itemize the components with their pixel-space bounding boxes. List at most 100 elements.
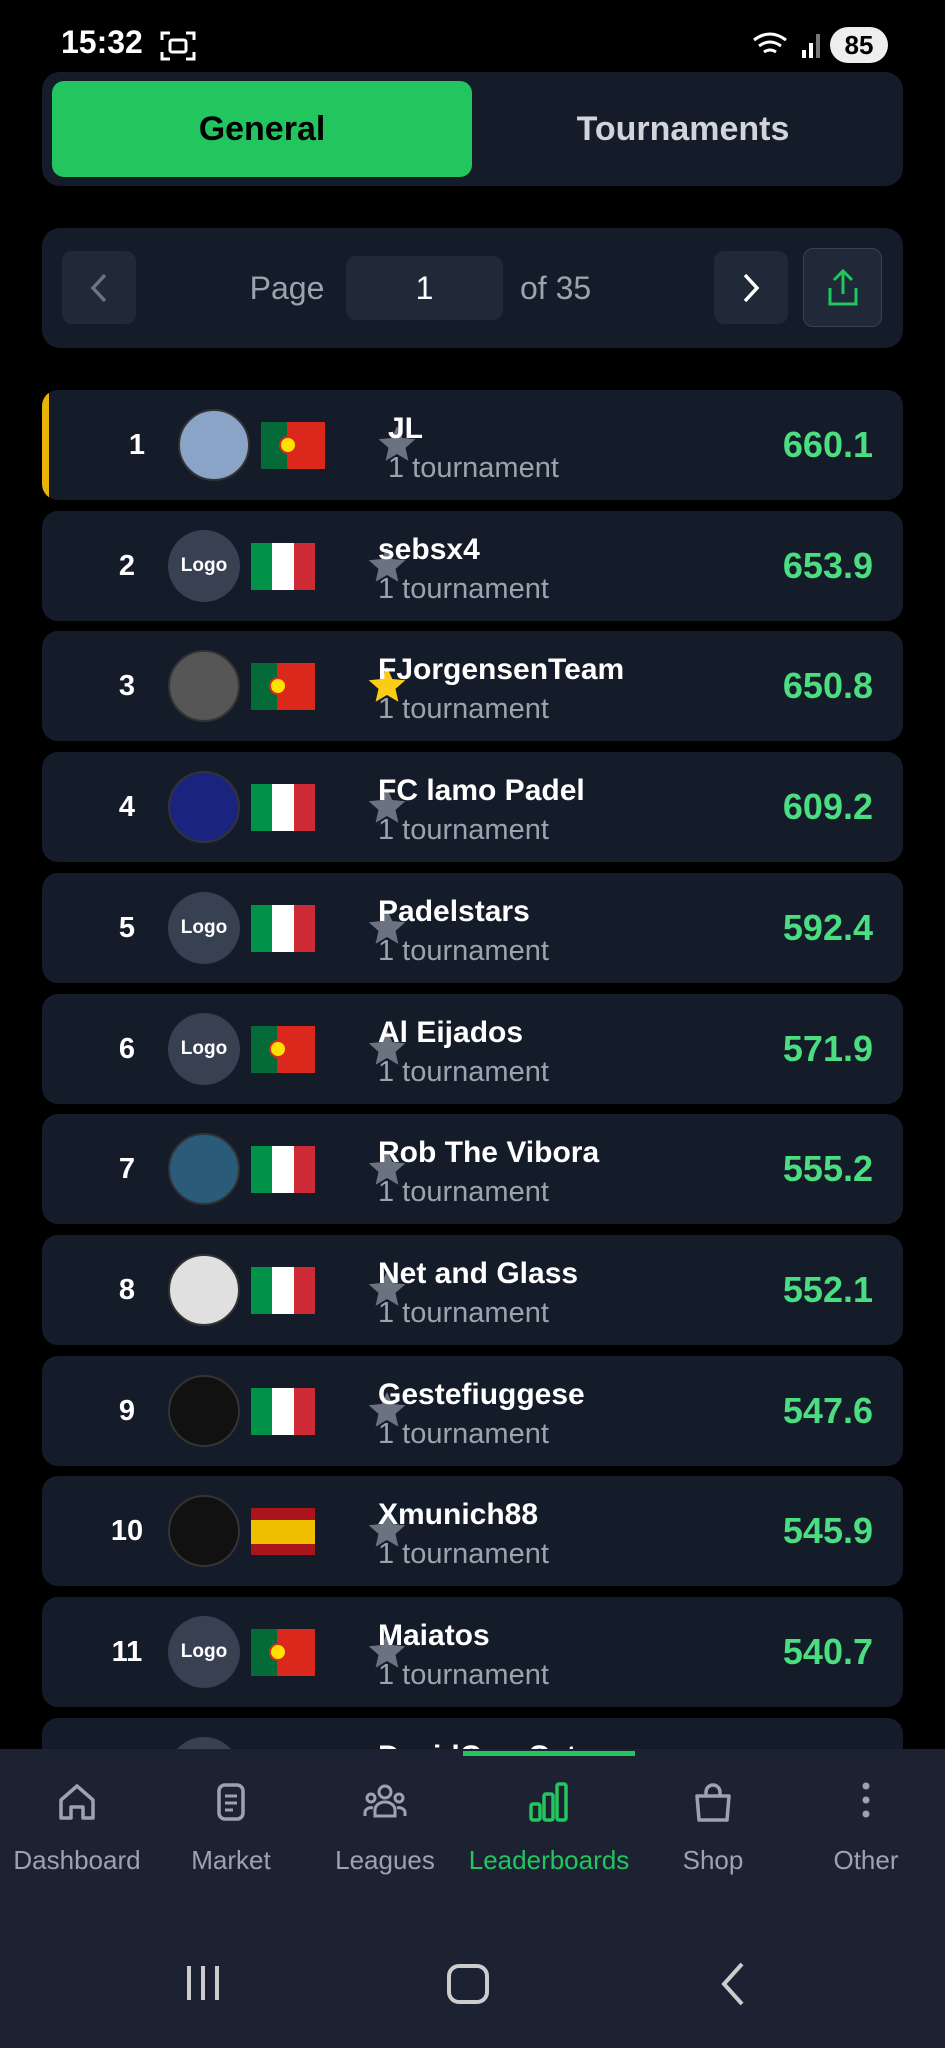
leaderboard-row[interactable]: 9 Gestefiuggese 1 tournament 547.6	[42, 1355, 903, 1466]
nav-item[interactable]: Dashboard	[0, 1780, 162, 1876]
favorite-star[interactable]	[367, 1028, 407, 1068]
flag	[251, 542, 315, 590]
avatar-photo	[178, 409, 250, 481]
nav-label: Shop	[682, 1845, 744, 1875]
nav-label: Leaderboards	[468, 1845, 630, 1875]
score: 547.6	[782, 1389, 873, 1431]
flag-stripe	[251, 784, 273, 832]
score: 592.4	[782, 906, 873, 948]
screenshot-icon	[160, 31, 196, 61]
leaderboard-row[interactable]: 2 Logo sebsx4 1 tournament 653.9	[42, 510, 903, 621]
nav-item[interactable]: Other	[781, 1780, 945, 1876]
player-name: FJorgensenTeam	[378, 653, 625, 687]
leaderboard-row[interactable]: 1 JL 1 tournament 660.1	[42, 390, 903, 500]
favorite-star[interactable]	[367, 1269, 407, 1309]
flag-stripe	[293, 1387, 315, 1435]
leaderboard-row[interactable]: 10 Xmunich88 1 tournament 545.9	[42, 1476, 903, 1587]
flag-stripe	[293, 542, 315, 590]
avatar-photo	[168, 1374, 240, 1447]
tab[interactable]: Tournaments	[576, 110, 790, 148]
flag-stripe	[272, 1146, 294, 1194]
favorite-star[interactable]	[367, 1631, 407, 1671]
favorite-star[interactable]	[367, 665, 407, 705]
leaderboard-row[interactable]: 5 Logo Padelstars 1 tournament 592.4	[42, 872, 903, 983]
leaderboard-list: 1 JL 1 tournament 660.1 2 Logo sebsx4 1 tournam…	[42, 390, 903, 1749]
rank: 9	[118, 1394, 136, 1427]
player-name: Xmunich88	[378, 1498, 539, 1532]
leaderboard-row[interactable]: 8 Net and Glass 1 tournament 552.1	[42, 1234, 903, 1345]
rank: 5	[118, 911, 136, 944]
flag	[251, 904, 315, 952]
flag	[251, 1629, 315, 1676]
flag	[251, 1266, 315, 1314]
favorite-star[interactable]	[367, 786, 407, 826]
pagination: Page 1 of 35	[42, 228, 903, 348]
nav-icon	[217, 1783, 245, 1821]
favorite-star[interactable]	[367, 545, 407, 585]
nav-item[interactable]: Leagues	[300, 1780, 470, 1876]
favorite-star[interactable]	[377, 424, 417, 464]
leaderboard-row[interactable]: 7 Rob The Vibora 1 tournament 555.2	[42, 1114, 903, 1225]
flag	[251, 1025, 315, 1073]
flag-stripe	[251, 904, 273, 952]
avatar-photo	[168, 1495, 240, 1568]
share-button[interactable]	[803, 248, 882, 327]
favorite-star[interactable]	[367, 1510, 407, 1550]
flag-stripe	[251, 1508, 315, 1521]
nav-icon	[862, 1782, 870, 1818]
player-subtitle: 1 tournament	[378, 1417, 549, 1450]
nav-item[interactable]: Shop	[628, 1780, 798, 1876]
tab-bar: General Tournaments	[42, 72, 903, 186]
leaderboard-row[interactable]: 6 Logo Al Eijados 1 tournament 571.9	[42, 993, 903, 1104]
avatar-photo	[168, 1736, 240, 1749]
leaderboard-row[interactable]: 11 Logo Maiatos 1 tournament 540.7	[42, 1597, 903, 1707]
leaderboard-row[interactable]: 4 FC lamo Padel 1 tournament 609.2	[42, 752, 903, 863]
avatar-logo: Logo	[168, 891, 240, 964]
nav-icon	[529, 1782, 568, 1822]
favorite-star[interactable]	[367, 1390, 407, 1430]
leaderboard-row: DavidCaroCat	[42, 1717, 903, 1749]
flag-stripe	[272, 904, 294, 952]
favorite-star[interactable]	[367, 1148, 407, 1188]
player-subtitle: 1 tournament	[378, 572, 549, 605]
tab[interactable]: General	[52, 81, 472, 177]
leaderboard-row[interactable]: 3 FJorgensenTeam 1 tournament 650.8	[42, 631, 903, 742]
score: 653.9	[782, 544, 873, 586]
rank: 11	[111, 1636, 143, 1668]
player-subtitle: 1 tournament	[378, 814, 549, 847]
avatar-photo	[168, 1133, 240, 1206]
highlight-bar	[42, 390, 49, 500]
player-subtitle: 1 tournament	[378, 1055, 549, 1088]
next-button[interactable]	[714, 251, 788, 324]
avatar-logo: Logo	[168, 529, 240, 602]
flag-stripe	[293, 1146, 315, 1194]
nav-label: Leagues	[335, 1845, 435, 1875]
favorite-star[interactable]	[367, 907, 407, 947]
battery: 85	[830, 27, 888, 63]
player-name: sebsx4	[378, 532, 480, 566]
flag-stripe	[251, 1520, 315, 1544]
player-name: JL	[388, 412, 424, 445]
player-subtitle: 1 tournament	[378, 1538, 549, 1571]
page-label: Page	[249, 270, 325, 306]
prev-button[interactable]	[62, 251, 136, 324]
active-indicator	[463, 1751, 635, 1756]
nav-label: Other	[833, 1845, 899, 1875]
flag	[251, 1387, 315, 1435]
rank: 1	[128, 429, 146, 461]
player-name: Rob The Vibora	[378, 1136, 600, 1170]
nav-label: Market	[191, 1845, 271, 1875]
nav-item[interactable]: Leaderboards	[464, 1780, 634, 1876]
flag-stripe	[272, 784, 294, 832]
status-time: 15:32	[61, 24, 143, 60]
score: 555.2	[782, 1148, 873, 1190]
page-input[interactable]: 1	[346, 256, 503, 320]
flag-stripe	[293, 904, 315, 952]
player-name: DavidCaroCat	[378, 1740, 576, 1749]
page-count: of 35	[520, 270, 592, 306]
nav-item[interactable]: Market	[146, 1780, 316, 1876]
flag-stripe	[272, 1266, 294, 1314]
rank: 3	[118, 670, 136, 703]
flag-stripe	[251, 1266, 273, 1314]
